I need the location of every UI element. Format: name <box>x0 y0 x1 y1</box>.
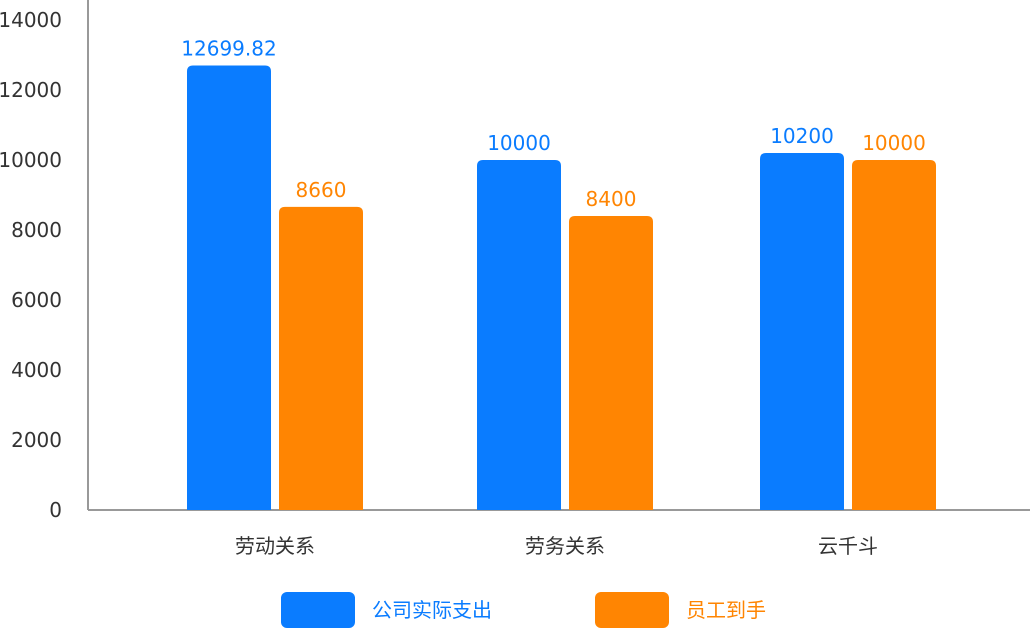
data-label: 8400 <box>586 187 637 211</box>
x-category-label: 劳务关系 <box>525 534 605 558</box>
legend-item: 员工到手 <box>595 592 766 628</box>
x-axis: 劳动关系 劳务关系 云千斗 <box>88 509 1030 558</box>
y-tick-label: 14000 <box>0 8 62 32</box>
x-category-label: 劳动关系 <box>235 534 315 558</box>
bar <box>477 160 561 510</box>
legend-item: 公司实际支出 <box>281 592 492 628</box>
bar <box>760 153 844 510</box>
bars <box>187 65 936 511</box>
legend-swatch <box>595 592 669 628</box>
bar <box>569 216 653 510</box>
x-category-label: 云千斗 <box>818 534 878 558</box>
y-tick-label: 10000 <box>0 148 62 172</box>
bar <box>852 160 936 510</box>
y-tick-label: 2000 <box>11 428 62 452</box>
legend-label: 公司实际支出 <box>372 598 492 622</box>
legend-label: 员工到手 <box>686 598 766 622</box>
data-label: 8660 <box>296 178 347 202</box>
data-label: 10000 <box>487 131 551 155</box>
data-label: 12699.82 <box>181 37 276 61</box>
legend: 公司实际支出 员工到手 <box>281 592 766 628</box>
y-tick-label: 8000 <box>11 218 62 242</box>
y-tick-label: 4000 <box>11 358 62 382</box>
y-tick-label: 12000 <box>0 78 62 102</box>
data-label: 10000 <box>862 131 926 155</box>
y-axis: 0 2000 4000 6000 8000 10000 12000 14000 <box>0 0 89 522</box>
data-label: 10200 <box>770 124 834 148</box>
value-labels: 12699.82 10000 10200 8660 8400 10000 <box>181 37 926 211</box>
y-tick-label: 6000 <box>11 288 62 312</box>
bar <box>279 206 363 510</box>
bar <box>187 65 271 511</box>
y-tick-label: 0 <box>49 498 62 522</box>
legend-swatch <box>281 592 355 628</box>
